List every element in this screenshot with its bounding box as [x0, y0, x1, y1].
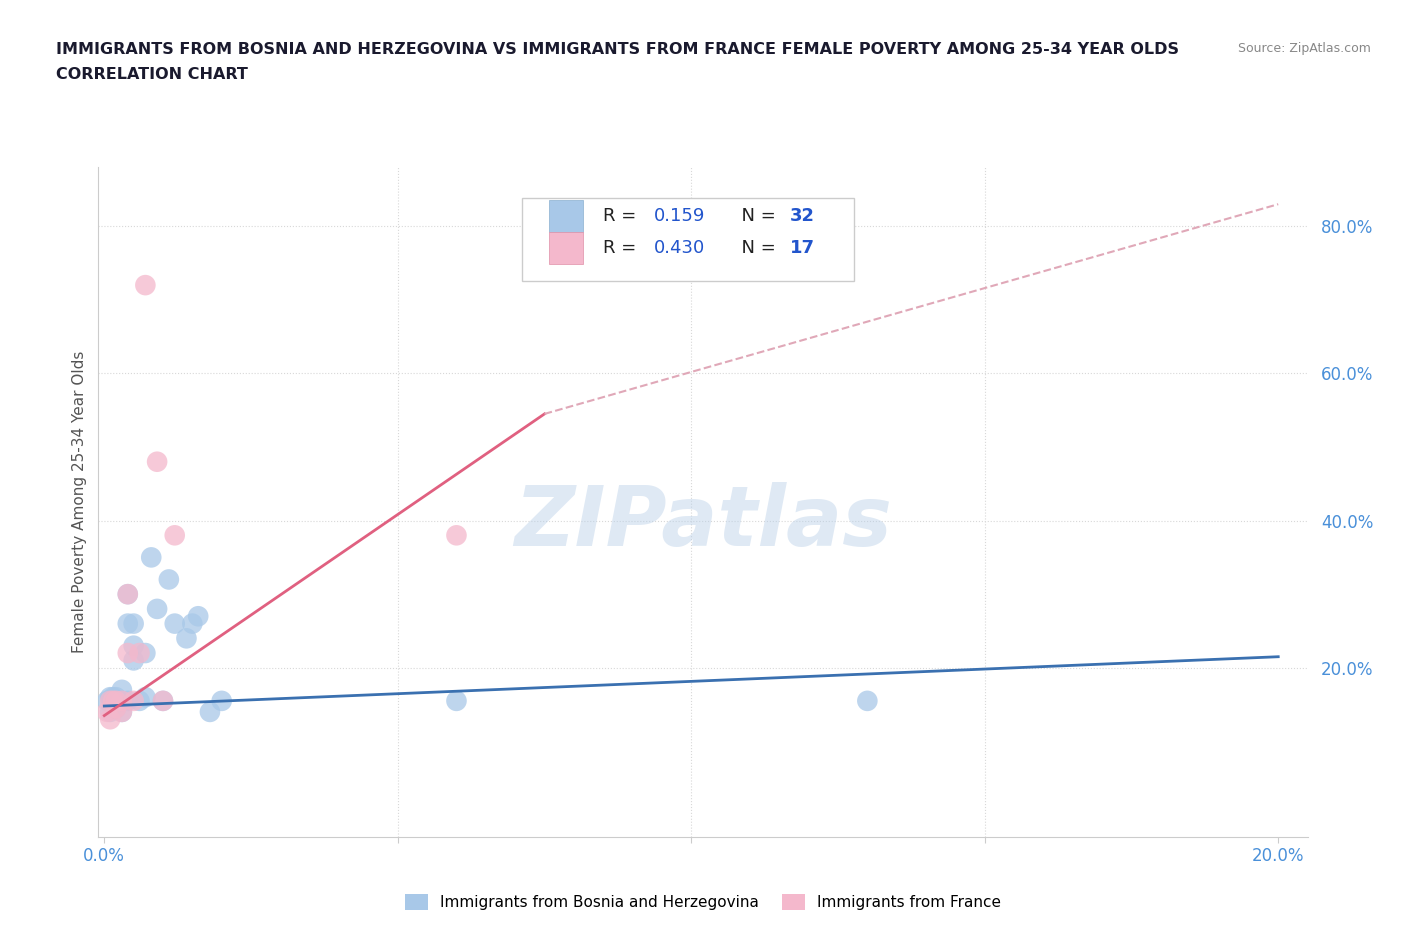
- Point: [134, 645, 156, 660]
- Point: [96, 694, 118, 709]
- Point: [134, 690, 156, 705]
- Legend: Immigrants from Bosnia and Herzegovina, Immigrants from France: Immigrants from Bosnia and Herzegovina, …: [399, 888, 1007, 916]
- Text: 0.159: 0.159: [654, 206, 704, 225]
- Point: [446, 694, 468, 709]
- FancyBboxPatch shape: [522, 197, 855, 281]
- Point: [101, 690, 124, 705]
- Text: 17: 17: [790, 239, 815, 257]
- Point: [117, 694, 139, 709]
- FancyBboxPatch shape: [550, 200, 583, 232]
- FancyBboxPatch shape: [550, 232, 583, 264]
- Text: R =: R =: [603, 206, 641, 225]
- Point: [198, 704, 221, 719]
- Point: [117, 587, 139, 602]
- Text: Source: ZipAtlas.com: Source: ZipAtlas.com: [1237, 42, 1371, 55]
- Point: [105, 694, 128, 709]
- Point: [111, 683, 134, 698]
- Point: [157, 572, 180, 587]
- Point: [446, 528, 468, 543]
- Point: [111, 704, 134, 719]
- Point: [122, 694, 145, 709]
- Point: [152, 694, 174, 709]
- Point: [105, 701, 128, 716]
- Point: [163, 617, 186, 631]
- Point: [146, 602, 169, 617]
- Point: [105, 690, 128, 705]
- Text: IMMIGRANTS FROM BOSNIA AND HERZEGOVINA VS IMMIGRANTS FROM FRANCE FEMALE POVERTY : IMMIGRANTS FROM BOSNIA AND HERZEGOVINA V…: [56, 42, 1180, 57]
- Point: [856, 694, 879, 709]
- Point: [117, 645, 139, 660]
- Point: [122, 653, 145, 668]
- Point: [211, 694, 233, 709]
- Text: N =: N =: [730, 206, 782, 225]
- Point: [98, 711, 121, 726]
- Text: 32: 32: [790, 206, 815, 225]
- Text: CORRELATION CHART: CORRELATION CHART: [56, 67, 247, 82]
- Point: [122, 617, 145, 631]
- Point: [111, 704, 134, 719]
- Text: N =: N =: [730, 239, 782, 257]
- Point: [122, 638, 145, 653]
- Point: [141, 550, 163, 565]
- Point: [105, 701, 128, 716]
- Point: [181, 617, 204, 631]
- Point: [96, 704, 118, 719]
- Point: [98, 690, 121, 705]
- Text: ZIPatlas: ZIPatlas: [515, 482, 891, 563]
- Point: [98, 694, 121, 709]
- Text: 0.430: 0.430: [654, 239, 704, 257]
- Point: [105, 698, 128, 712]
- Point: [128, 645, 150, 660]
- Point: [117, 587, 139, 602]
- Point: [111, 694, 134, 709]
- Point: [163, 528, 186, 543]
- Text: R =: R =: [603, 239, 641, 257]
- Point: [128, 694, 150, 709]
- Point: [117, 617, 139, 631]
- Point: [146, 454, 169, 469]
- Point: [187, 609, 209, 624]
- Y-axis label: Female Poverty Among 25-34 Year Olds: Female Poverty Among 25-34 Year Olds: [72, 351, 87, 654]
- Point: [111, 694, 134, 709]
- Point: [98, 704, 121, 719]
- Point: [134, 278, 156, 293]
- Point: [152, 694, 174, 709]
- Point: [101, 694, 124, 709]
- Point: [176, 631, 198, 645]
- Point: [105, 694, 128, 709]
